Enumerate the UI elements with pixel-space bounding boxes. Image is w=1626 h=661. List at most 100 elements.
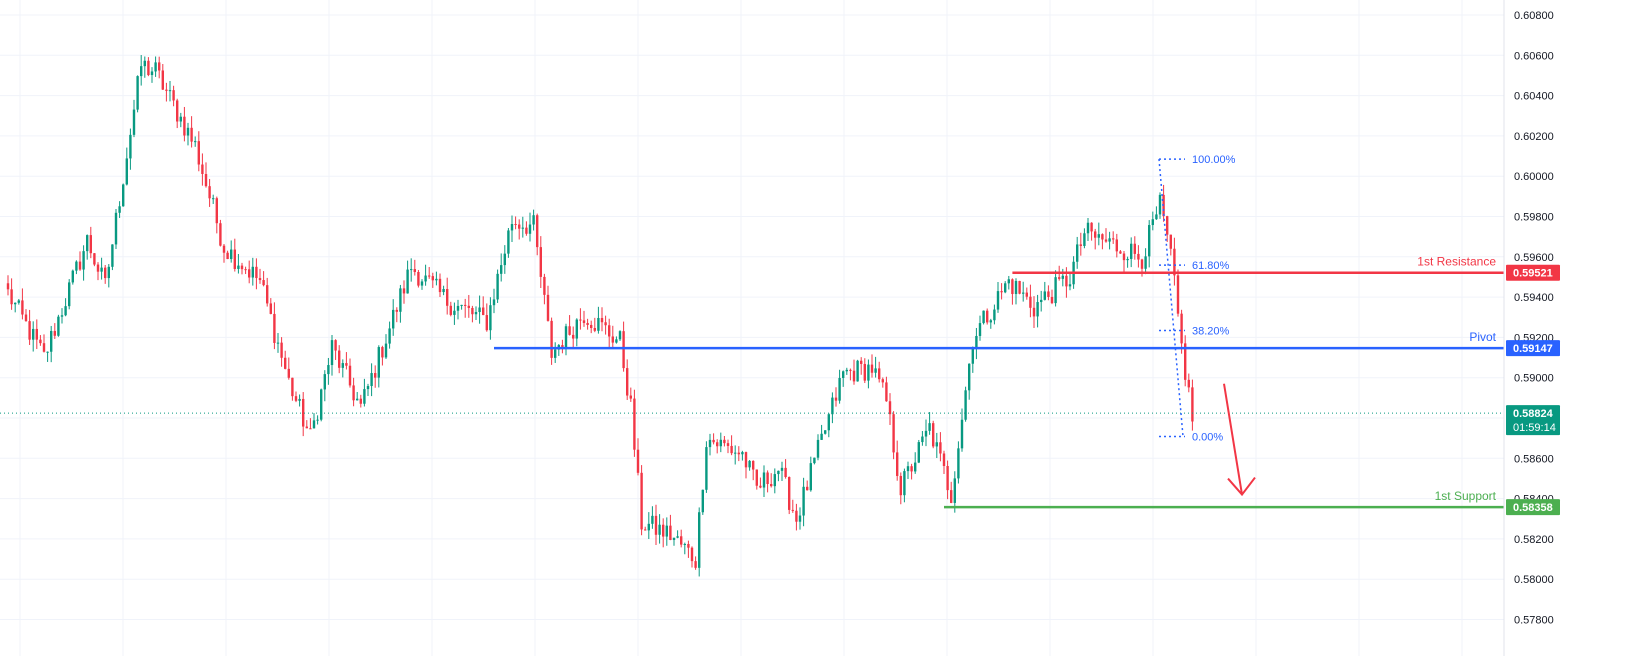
- candle: [957, 441, 960, 484]
- candle-body: [863, 363, 866, 381]
- candle-body: [1043, 291, 1046, 300]
- candle-body: [593, 328, 596, 331]
- candle-body: [312, 420, 316, 429]
- candle: [770, 473, 773, 488]
- candle: [71, 269, 74, 285]
- candle-body: [899, 475, 902, 496]
- candle-body: [996, 291, 1000, 310]
- candle-body: [510, 224, 514, 231]
- candle: [694, 556, 697, 570]
- candle-body: [431, 276, 434, 281]
- fibonacci-retracement[interactable]: 100.00% 61.80% 38.20% 0.00%: [1158, 154, 1236, 444]
- candle: [615, 336, 618, 344]
- candle: [417, 269, 420, 288]
- candle: [802, 477, 805, 527]
- candle-body: [204, 174, 208, 187]
- candle-body: [186, 127, 190, 136]
- candle-body: [629, 395, 632, 399]
- candle-body: [244, 269, 247, 271]
- candle-body: [975, 335, 978, 348]
- candle-body: [399, 288, 402, 312]
- candle-body: [276, 342, 280, 344]
- candle: [129, 128, 132, 170]
- candle: [21, 288, 24, 320]
- candle-body: [1000, 291, 1003, 293]
- candle: [1119, 250, 1122, 254]
- candle-body: [129, 134, 132, 159]
- candles: [6, 55, 1194, 577]
- candle-body: [64, 306, 67, 316]
- candle-body: [327, 365, 330, 375]
- candle: [1101, 233, 1104, 250]
- candle: [500, 253, 503, 282]
- candle: [744, 451, 748, 479]
- candle-body: [824, 430, 827, 434]
- candle-body: [831, 397, 834, 415]
- candle-body: [305, 426, 308, 429]
- candle-body: [485, 315, 488, 331]
- candle-body: [334, 340, 337, 351]
- candle: [626, 359, 629, 400]
- arrow-shaft: [1223, 383, 1243, 495]
- candle: [705, 441, 708, 493]
- candle-body: [640, 472, 643, 530]
- tag-text: 0.59147: [1513, 343, 1553, 355]
- candle: [698, 507, 701, 577]
- y-tick-label: 0.57800: [1514, 615, 1554, 627]
- candle: [190, 116, 193, 148]
- candle-body: [590, 324, 593, 329]
- price-axis[interactable]: 0.60800 0.60600 0.60400 0.60200 0.60000 0.598…: [1503, 0, 1554, 656]
- candle-body: [298, 398, 301, 401]
- candle-body: [96, 264, 100, 272]
- y-tick-label: 0.59400: [1514, 292, 1554, 304]
- candle-body: [478, 307, 481, 313]
- candle: [53, 323, 56, 339]
- candle-body: [762, 472, 766, 488]
- candle: [374, 365, 377, 388]
- candle-body: [345, 363, 348, 366]
- candle-body: [928, 423, 931, 431]
- candle-body: [71, 270, 74, 283]
- candle: [867, 359, 870, 389]
- candle-body: [838, 377, 841, 401]
- candle: [593, 317, 596, 333]
- candle: [773, 468, 776, 494]
- candle: [964, 386, 967, 422]
- candle: [1144, 248, 1147, 275]
- down-arrow[interactable]: [1223, 383, 1256, 497]
- candle-body: [107, 266, 110, 279]
- candle: [1014, 278, 1018, 305]
- candle-body: [820, 433, 823, 440]
- candle-body: [82, 251, 85, 270]
- candle-body: [384, 343, 388, 358]
- candle: [978, 315, 982, 341]
- candle-body: [701, 489, 704, 513]
- candle-body: [932, 423, 935, 447]
- candle: [662, 518, 665, 548]
- candle: [748, 460, 751, 471]
- candle: [892, 411, 895, 460]
- candle-body: [1187, 379, 1190, 388]
- candle-body: [636, 449, 640, 473]
- candle-body: [32, 328, 35, 340]
- level-price-tag: 0.59521: [1506, 264, 1560, 281]
- candle-body: [615, 339, 618, 343]
- candle: [384, 334, 388, 360]
- candle-body: [518, 224, 521, 229]
- candle: [921, 430, 924, 446]
- candle-body: [17, 300, 20, 303]
- candle: [431, 272, 434, 288]
- candle-body: [1065, 275, 1068, 287]
- candle-body: [1144, 256, 1147, 269]
- candle: [838, 369, 841, 404]
- candle-body: [395, 309, 398, 312]
- candle: [442, 285, 445, 296]
- candle: [28, 309, 31, 345]
- fib-trend-line: [1158, 159, 1184, 437]
- candle-body: [600, 317, 604, 323]
- candle: [428, 266, 431, 279]
- tag-bg: [1506, 405, 1560, 436]
- candle: [1180, 309, 1183, 354]
